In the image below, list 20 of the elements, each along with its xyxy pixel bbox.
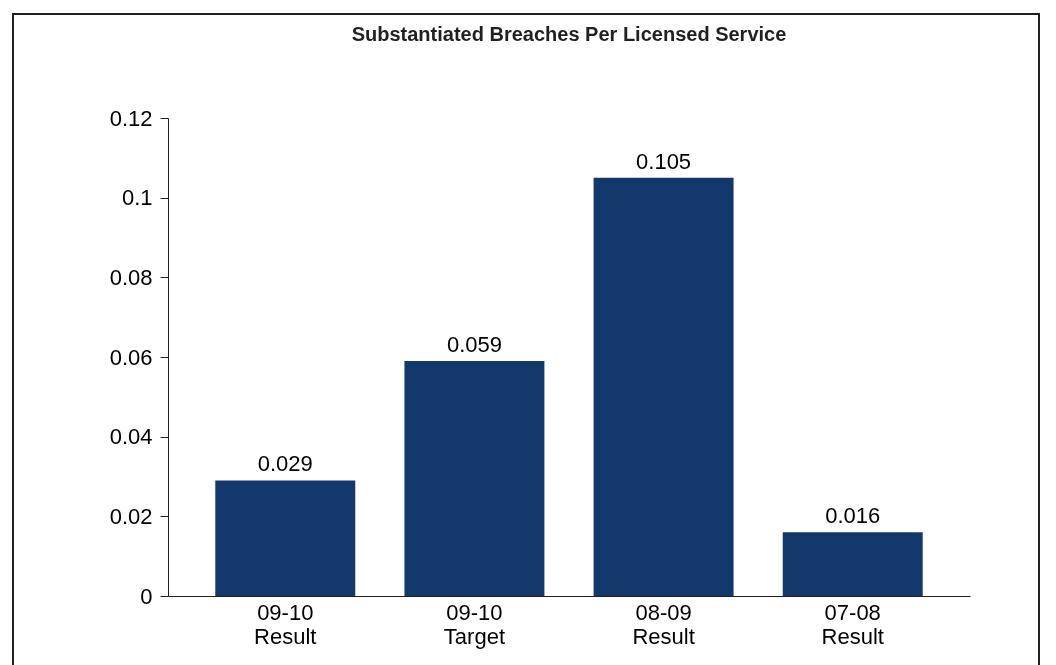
chart-title: Substantiated Breaches Per Licensed Service bbox=[351, 23, 787, 45]
y-tick-label: 0.08 bbox=[109, 264, 153, 290]
x-tick-label: 08-09 Result bbox=[632, 599, 695, 649]
data-label: 0.029 bbox=[257, 451, 313, 477]
bar bbox=[782, 532, 923, 596]
data-label: 0.059 bbox=[446, 331, 502, 357]
bar bbox=[215, 480, 356, 596]
y-tick-label: 0.1 bbox=[121, 185, 153, 211]
y-tick-label: 0.06 bbox=[109, 344, 153, 370]
x-tick-label: 09-10 Result bbox=[254, 599, 317, 649]
y-tick-label: 0.02 bbox=[109, 503, 153, 529]
data-label: 0.016 bbox=[825, 503, 881, 529]
bar bbox=[593, 177, 734, 596]
x-tick-label: 07-08 Result bbox=[821, 599, 884, 649]
y-tick-label: 0.12 bbox=[109, 105, 153, 131]
y-tick-label: 0.04 bbox=[109, 424, 153, 450]
bar bbox=[404, 360, 545, 596]
data-label: 0.105 bbox=[636, 148, 692, 174]
y-tick-label: 0 bbox=[140, 583, 153, 609]
x-tick-label: 09-10 Target bbox=[443, 599, 505, 649]
